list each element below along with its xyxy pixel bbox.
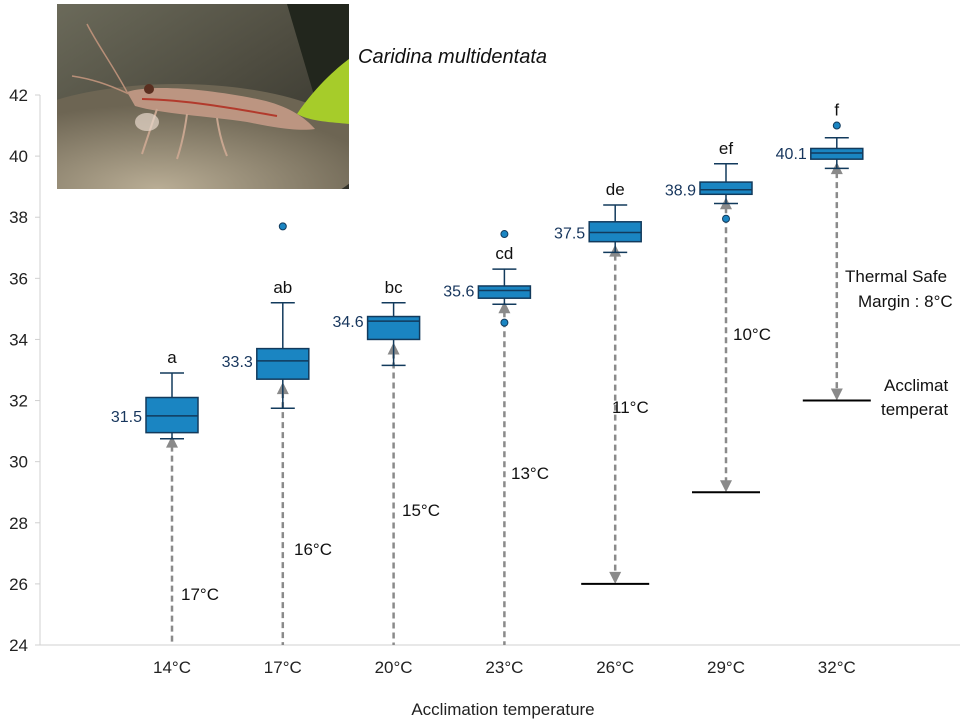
boxes — [145, 121, 864, 440]
x-tick-label: 20°C — [375, 658, 413, 677]
group-letter: bc — [385, 278, 403, 297]
chart-title: Caridina multidentata — [358, 46, 547, 68]
group-letter: a — [167, 348, 177, 367]
margin-label: 11°C — [612, 398, 649, 417]
y-tick-label: 26 — [9, 575, 28, 594]
median-value-label: 37.5 — [554, 226, 585, 243]
y-tick-label: 28 — [9, 514, 28, 533]
median-value-label: 33.3 — [222, 354, 253, 371]
shrimp-photo — [57, 4, 349, 189]
y-tick-label: 24 — [9, 636, 28, 655]
median-value-label: 31.5 — [111, 409, 142, 426]
group-letter: cd — [495, 244, 513, 263]
y-tick-label: 42 — [9, 86, 28, 105]
outlier-point — [832, 121, 841, 130]
outlier-point — [500, 230, 509, 239]
x-axis-label: Acclimation temperature — [411, 700, 594, 719]
margin-arrow-head-up — [498, 301, 511, 314]
group-letter: de — [606, 180, 625, 199]
margin-label: 13°C — [511, 464, 549, 483]
box — [477, 285, 532, 299]
box — [145, 396, 199, 434]
annotation-thermal-safety-1: Thermal Safe — [845, 267, 947, 286]
median-value-label: 35.6 — [443, 284, 474, 301]
x-tick-label: 14°C — [153, 658, 191, 677]
margin-arrow-head-up — [166, 435, 178, 448]
y-tick-label: 40 — [9, 147, 28, 166]
annotation-acclimation-1: Acclimat — [884, 376, 949, 395]
outlier-point — [500, 318, 509, 327]
margin-arrow-head-down — [720, 480, 732, 493]
median-value-label: 40.1 — [776, 146, 807, 163]
y-tick-label: 30 — [9, 453, 28, 472]
group-letter: ef — [719, 139, 733, 158]
y-tick-label: 38 — [9, 208, 28, 227]
x-tick-label: 17°C — [264, 658, 302, 677]
labels: 17°C 16°C 15°C 13°C 11°C 10°C 31.5 a 33.3 ab 34.6 b… — [111, 101, 953, 604]
margin-label: 16°C — [294, 540, 332, 559]
margin-arrows — [166, 162, 871, 645]
annotation-acclimation-2: temperat — [881, 400, 948, 419]
y-tick-label: 36 — [9, 269, 28, 288]
median-value-label: 34.6 — [332, 314, 363, 331]
x-tick-label: 32°C — [818, 658, 856, 677]
group-letter: ab — [273, 278, 292, 297]
y-tick-label: 32 — [9, 392, 28, 411]
box — [699, 181, 753, 196]
axes: 24 26 28 30 32 34 36 38 40 42 14°C 17°C 20°C 23°C 26°C… — [9, 86, 960, 719]
box — [588, 221, 642, 243]
median-value-label: 38.9 — [665, 183, 696, 200]
margin-label: 17°C — [181, 585, 219, 604]
box — [256, 347, 310, 380]
x-tick-label: 29°C — [707, 658, 745, 677]
margin-arrow-head-down — [609, 571, 622, 584]
outlier-point — [278, 222, 287, 231]
box — [810, 147, 864, 160]
margin-arrow-head-down — [830, 388, 843, 401]
margin-label: 15°C — [402, 501, 440, 520]
y-tick-label: 34 — [9, 330, 28, 349]
margin-label: 10°C — [733, 325, 771, 344]
x-tick-label: 23°C — [485, 658, 523, 677]
annotation-thermal-safety-2: Margin : 8°C — [858, 292, 953, 311]
group-letter: f — [834, 101, 839, 120]
x-tick-label: 26°C — [596, 658, 634, 677]
outlier-point — [722, 214, 730, 223]
box — [366, 315, 421, 341]
